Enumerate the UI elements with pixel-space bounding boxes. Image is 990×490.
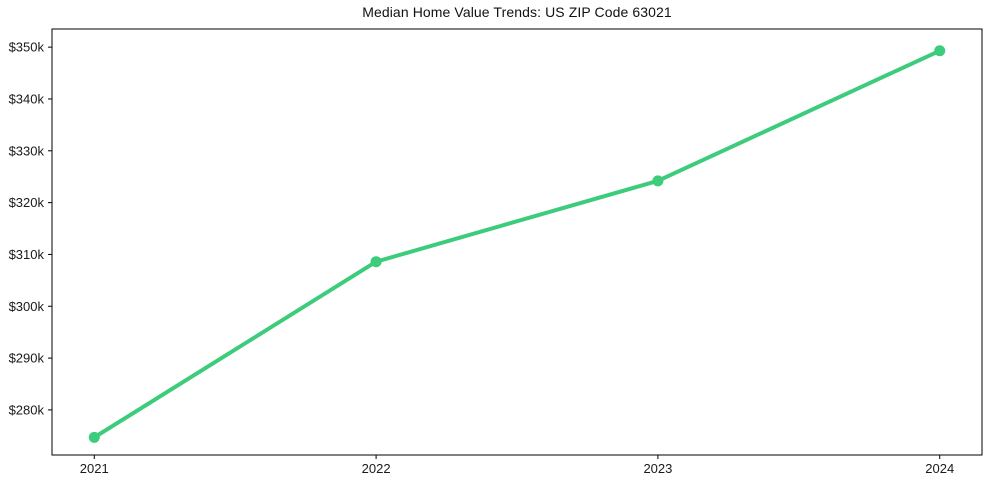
data-point-2021 bbox=[88, 431, 100, 443]
y-tick-label: $320k bbox=[9, 195, 45, 210]
y-tick-label: $330k bbox=[9, 143, 45, 158]
y-tick-label: $280k bbox=[9, 402, 45, 417]
y-tick-label: $340k bbox=[9, 91, 45, 106]
y-tick-label: $310k bbox=[9, 247, 45, 262]
data-point-2022 bbox=[370, 256, 382, 268]
y-tick-label: $350k bbox=[9, 40, 45, 55]
y-tick-label: $290k bbox=[9, 351, 45, 366]
x-tick-label: 2022 bbox=[362, 461, 391, 476]
x-tick-label: 2023 bbox=[643, 461, 672, 476]
data-point-2024 bbox=[934, 45, 946, 57]
x-tick-label: 2021 bbox=[80, 461, 109, 476]
plot-frame bbox=[51, 28, 983, 456]
y-tick-label: $300k bbox=[9, 299, 45, 314]
x-tick-label: 2024 bbox=[925, 461, 954, 476]
trend-line bbox=[92, 48, 942, 440]
chart-title: Median Home Value Trends: US ZIP Code 63… bbox=[362, 4, 672, 20]
data-point-2023 bbox=[652, 175, 664, 187]
